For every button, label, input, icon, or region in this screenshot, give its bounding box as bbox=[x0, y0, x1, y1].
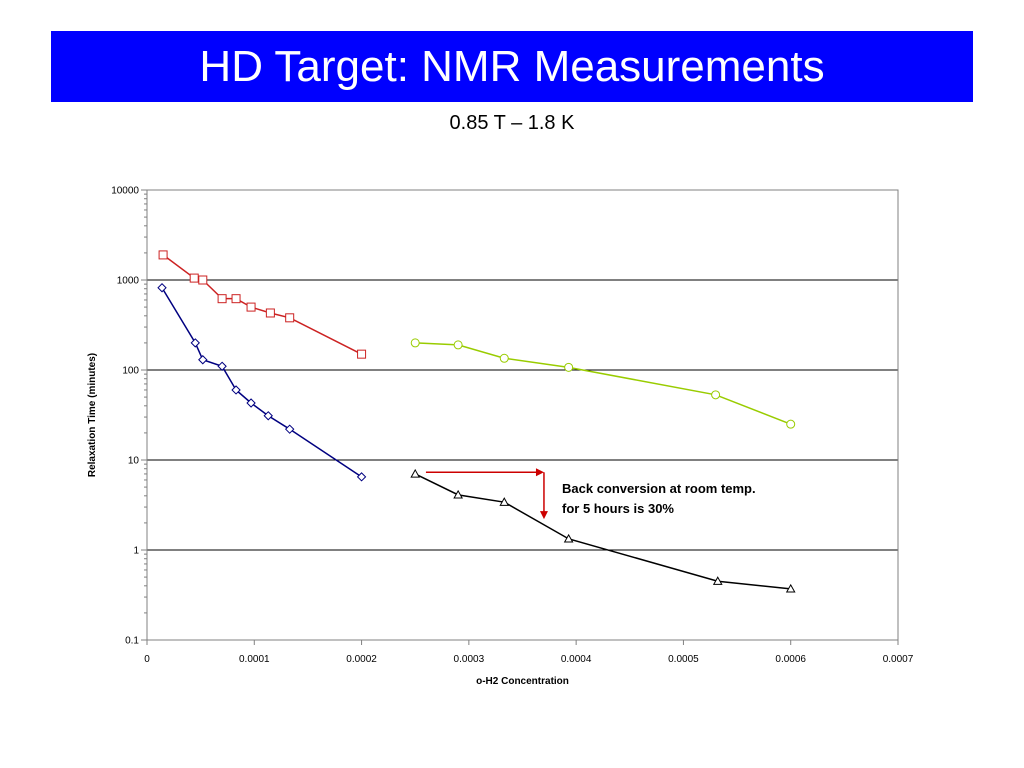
circle-marker bbox=[410, 338, 420, 348]
diamond-marker bbox=[190, 338, 200, 348]
diamond-marker bbox=[231, 385, 241, 395]
x-tick-label: 0.0004 bbox=[561, 654, 592, 665]
y-tick-label: 100 bbox=[122, 366, 139, 377]
triangle-marker bbox=[410, 468, 421, 478]
annotation-arrowhead-down bbox=[539, 511, 548, 520]
series-triangle bbox=[410, 468, 796, 593]
x-tick-label: 0.0003 bbox=[454, 654, 485, 665]
series-line bbox=[415, 342, 791, 425]
chart-gridlines bbox=[147, 279, 898, 551]
y-tick-label: 10000 bbox=[111, 186, 139, 197]
y-tick-label: 10 bbox=[128, 456, 140, 467]
square-marker bbox=[231, 294, 241, 304]
triangle-marker bbox=[453, 489, 463, 499]
square-marker bbox=[217, 294, 227, 304]
y-axis-label: Relaxation Time (minutes) bbox=[87, 353, 98, 477]
x-tick-label: 0.0001 bbox=[239, 654, 270, 665]
x-axis-label: o-H2 Concentration bbox=[476, 676, 569, 687]
square-marker bbox=[357, 349, 367, 359]
x-tick-label: 0.0002 bbox=[346, 654, 377, 665]
chart-series bbox=[157, 250, 796, 593]
triangle-marker bbox=[712, 576, 723, 585]
annotation-text-line: Back conversion at room temp. bbox=[562, 481, 756, 496]
diamond-marker bbox=[198, 355, 208, 365]
diamond-marker bbox=[217, 361, 227, 371]
y-tick-label: 1000 bbox=[117, 276, 140, 287]
x-tick-label: 0.0005 bbox=[668, 654, 699, 665]
square-marker bbox=[285, 313, 295, 323]
chart-tick-labels: 0.1 1 10 100 1000 10000 0 0.0001 0.0002 0.0003 0.0… bbox=[111, 186, 914, 666]
annotation-text-line: for 5 hours is 30% bbox=[562, 501, 674, 516]
y-tick-label: 1 bbox=[133, 546, 139, 557]
series-square bbox=[158, 250, 367, 359]
series-diamond bbox=[157, 283, 367, 482]
annotation-arrowhead-right bbox=[535, 468, 544, 477]
triangle-marker bbox=[785, 583, 796, 593]
square-marker bbox=[246, 302, 256, 312]
diamond-marker bbox=[157, 283, 167, 293]
square-marker bbox=[158, 250, 168, 260]
series-circle bbox=[410, 338, 796, 429]
triangle-marker bbox=[563, 533, 574, 543]
chart-axes bbox=[141, 189, 899, 645]
triangle-marker bbox=[499, 497, 510, 506]
diamond-marker bbox=[284, 424, 295, 434]
x-tick-label: 0 bbox=[144, 654, 150, 665]
x-tick-label: 0.0007 bbox=[883, 654, 914, 665]
y-tick-label: 0.1 bbox=[125, 636, 139, 647]
diamond-marker bbox=[246, 398, 256, 408]
circle-marker bbox=[564, 362, 574, 372]
plot-area bbox=[146, 189, 899, 641]
series-line bbox=[414, 473, 791, 590]
circle-marker bbox=[499, 353, 509, 363]
x-tick-label: 0.0006 bbox=[775, 654, 806, 665]
slide-subtitle: 0.85 T – 1.8 K bbox=[449, 112, 575, 134]
diamond-marker bbox=[263, 411, 273, 421]
square-marker bbox=[265, 308, 275, 318]
square-marker bbox=[198, 275, 208, 285]
slide-title-bar: HD Target: NMR Measurements bbox=[51, 31, 973, 102]
circle-marker bbox=[453, 340, 463, 350]
circle-marker bbox=[786, 419, 796, 429]
diamond-marker bbox=[356, 472, 367, 482]
chart-annotation: Back conversion at room temp. for 5 hours… bbox=[425, 468, 756, 520]
circle-marker bbox=[711, 390, 721, 400]
series-line bbox=[161, 287, 362, 478]
slide-title: HD Target: NMR Measurements bbox=[199, 41, 825, 91]
square-marker bbox=[189, 273, 199, 283]
